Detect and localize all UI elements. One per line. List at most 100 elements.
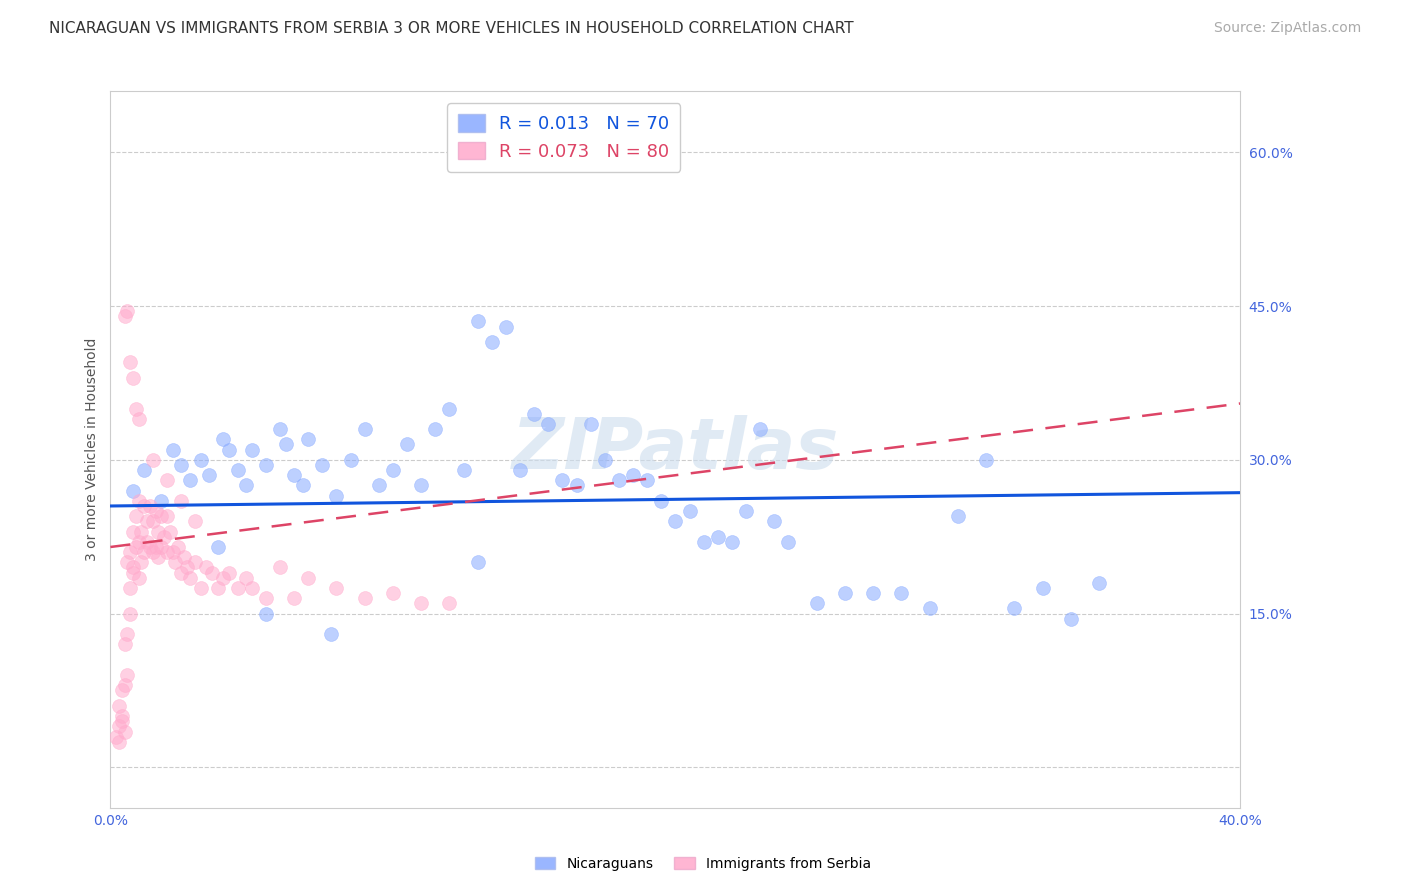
Point [114, 637, 136, 651]
Point [607, 474, 630, 488]
Point [834, 586, 856, 600]
Point [974, 453, 997, 467]
Point [325, 581, 347, 595]
Point [721, 534, 744, 549]
Point [439, 596, 461, 610]
Point [105, 730, 128, 744]
Point [425, 422, 447, 436]
Point [128, 493, 150, 508]
Point [153, 530, 176, 544]
Point [134, 463, 156, 477]
Point [184, 555, 207, 569]
Point [117, 627, 139, 641]
Point [117, 555, 139, 569]
Point [678, 504, 700, 518]
Point [150, 540, 173, 554]
Point [707, 530, 730, 544]
Point [918, 601, 941, 615]
Point [297, 433, 319, 447]
Point [283, 591, 305, 606]
Point [117, 668, 139, 682]
Point [108, 735, 131, 749]
Point [1088, 575, 1111, 590]
Point [162, 545, 184, 559]
Legend: R = 0.013   N = 70, R = 0.073   N = 80: R = 0.013 N = 70, R = 0.073 N = 80 [447, 103, 681, 172]
Point [195, 560, 218, 574]
Point [537, 417, 560, 431]
Point [235, 571, 257, 585]
Point [111, 714, 134, 729]
Point [218, 566, 240, 580]
Point [176, 560, 198, 574]
Point [650, 493, 672, 508]
Point [226, 463, 249, 477]
Point [269, 422, 291, 436]
Point [125, 401, 148, 416]
Y-axis label: 3 or more Vehicles in Household: 3 or more Vehicles in Household [86, 338, 100, 561]
Point [325, 489, 347, 503]
Point [621, 468, 644, 483]
Legend: Nicaraguans, Immigrants from Serbia: Nicaraguans, Immigrants from Serbia [529, 851, 877, 876]
Point [156, 545, 179, 559]
Point [509, 463, 531, 477]
Point [108, 719, 131, 733]
Point [367, 478, 389, 492]
Point [136, 514, 159, 528]
Point [162, 442, 184, 457]
Point [128, 412, 150, 426]
Point [226, 581, 249, 595]
Point [467, 555, 489, 569]
Point [381, 463, 404, 477]
Point [254, 458, 277, 472]
Text: Source: ZipAtlas.com: Source: ZipAtlas.com [1213, 21, 1361, 36]
Point [134, 545, 156, 559]
Point [439, 401, 461, 416]
Point [122, 560, 145, 574]
Point [111, 709, 134, 723]
Point [120, 355, 142, 369]
Point [145, 504, 167, 518]
Point [159, 524, 181, 539]
Point [142, 514, 165, 528]
Point [156, 474, 179, 488]
Point [201, 566, 224, 580]
Point [207, 540, 229, 554]
Point [395, 437, 418, 451]
Point [411, 478, 433, 492]
Point [120, 545, 142, 559]
Point [890, 586, 912, 600]
Point [179, 474, 201, 488]
Point [579, 417, 602, 431]
Point [235, 478, 257, 492]
Point [274, 437, 297, 451]
Point [131, 555, 153, 569]
Point [131, 524, 153, 539]
Point [184, 514, 207, 528]
Point [114, 678, 136, 692]
Point [170, 493, 193, 508]
Point [218, 442, 240, 457]
Point [1060, 612, 1083, 626]
Point [862, 586, 884, 600]
Point [212, 571, 235, 585]
Point [170, 458, 193, 472]
Point [108, 698, 131, 713]
Point [467, 314, 489, 328]
Point [353, 422, 375, 436]
Point [165, 555, 187, 569]
Point [117, 304, 139, 318]
Point [240, 581, 263, 595]
Point [283, 468, 305, 483]
Point [198, 468, 221, 483]
Point [139, 499, 162, 513]
Point [122, 524, 145, 539]
Point [1032, 581, 1054, 595]
Point [134, 499, 156, 513]
Point [269, 560, 291, 574]
Text: NICARAGUAN VS IMMIGRANTS FROM SERBIA 3 OR MORE VEHICLES IN HOUSEHOLD CORRELATION: NICARAGUAN VS IMMIGRANTS FROM SERBIA 3 O… [49, 21, 853, 37]
Point [353, 591, 375, 606]
Point [481, 334, 503, 349]
Point [136, 534, 159, 549]
Point [749, 422, 772, 436]
Point [495, 319, 517, 334]
